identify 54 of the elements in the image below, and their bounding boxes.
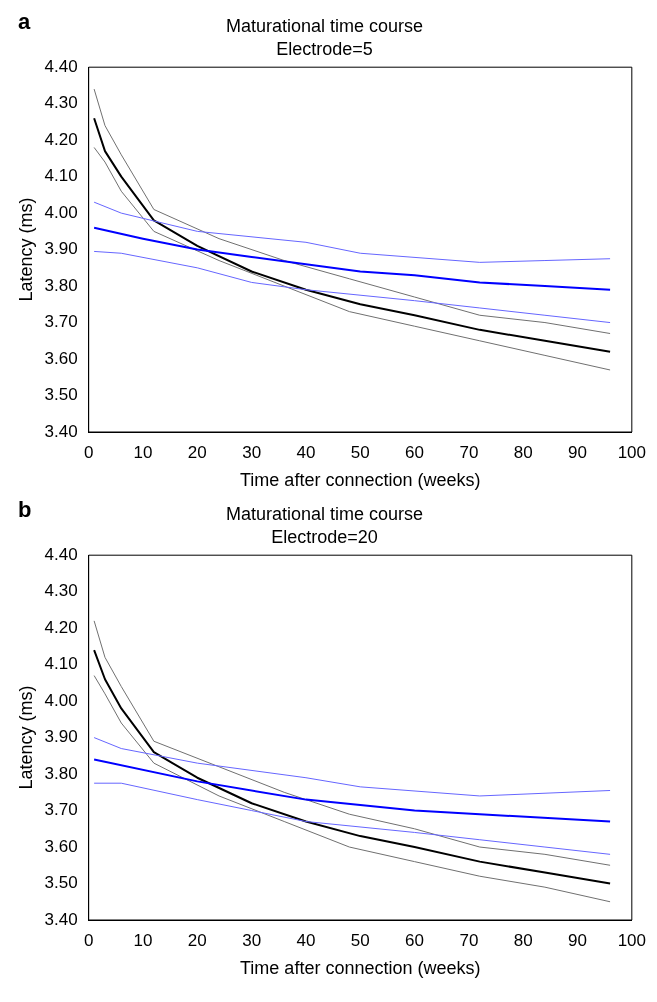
x-tick-label: 0 (83, 442, 94, 462)
y-tick-label: 4.00 (44, 202, 78, 222)
y-tick-label: 4.10 (44, 166, 78, 186)
y-axis-title: Latency (ms) (15, 685, 36, 790)
chart-subtitle: Electrode=20 (271, 527, 378, 548)
x-tick-label: 40 (296, 442, 316, 462)
x-axis-title: Time after connection (weeks) (240, 470, 481, 491)
x-tick-label: 50 (350, 930, 370, 950)
y-tick-label: 3.50 (44, 385, 78, 405)
y-tick-label: 3.40 (44, 421, 78, 441)
x-tick-label: 60 (405, 930, 425, 950)
y-tick-label: 3.70 (44, 312, 78, 332)
y-tick-label: 3.80 (44, 275, 78, 295)
y-tick-label: 4.00 (44, 690, 78, 710)
y-tick-label: 3.40 (44, 909, 78, 929)
x-tick-label: 30 (242, 442, 262, 462)
y-tick-label: 3.80 (44, 763, 78, 783)
y-axis-title: Latency (ms) (15, 197, 36, 302)
y-tick-label: 4.40 (44, 56, 78, 76)
x-tick-label: 100 (617, 930, 647, 950)
x-tick-label: 70 (459, 930, 479, 950)
x-tick-label: 80 (513, 930, 533, 950)
x-tick-label: 20 (187, 442, 207, 462)
x-tick-label: 30 (242, 930, 262, 950)
chart-subtitle: Electrode=5 (276, 39, 373, 60)
x-tick-label: 70 (459, 442, 479, 462)
y-tick-label: 4.20 (44, 129, 78, 149)
x-tick-label: 20 (187, 930, 207, 950)
x-tick-label: 0 (83, 930, 94, 950)
chart-title: Maturational time course (225, 15, 424, 36)
y-tick-label: 4.40 (44, 544, 78, 564)
y-tick-label: 4.10 (44, 654, 78, 674)
y-tick-label: 4.30 (44, 581, 78, 601)
y-tick-label: 4.30 (44, 93, 78, 113)
y-tick-label: 3.70 (44, 800, 78, 820)
y-tick-label: 3.90 (44, 239, 78, 259)
x-tick-label: 80 (513, 442, 533, 462)
x-tick-label: 10 (133, 930, 153, 950)
x-tick-label: 50 (350, 442, 370, 462)
text: a (18, 9, 31, 35)
text: b (18, 497, 32, 523)
y-tick-label: 3.90 (44, 727, 78, 747)
chart-title: Maturational time course (225, 503, 424, 524)
x-axis-title: Time after connection (weeks) (240, 958, 481, 979)
x-tick-label: 90 (568, 442, 587, 462)
x-tick-label: 10 (133, 442, 153, 462)
x-tick-label: 100 (617, 442, 647, 462)
x-tick-label: 60 (405, 442, 425, 462)
x-tick-label: 90 (568, 930, 587, 950)
y-tick-label: 3.50 (44, 873, 78, 893)
y-tick-label: 3.60 (44, 836, 78, 856)
x-tick-label: 40 (296, 930, 316, 950)
y-tick-label: 3.60 (44, 348, 78, 368)
y-tick-label: 4.20 (44, 617, 78, 637)
